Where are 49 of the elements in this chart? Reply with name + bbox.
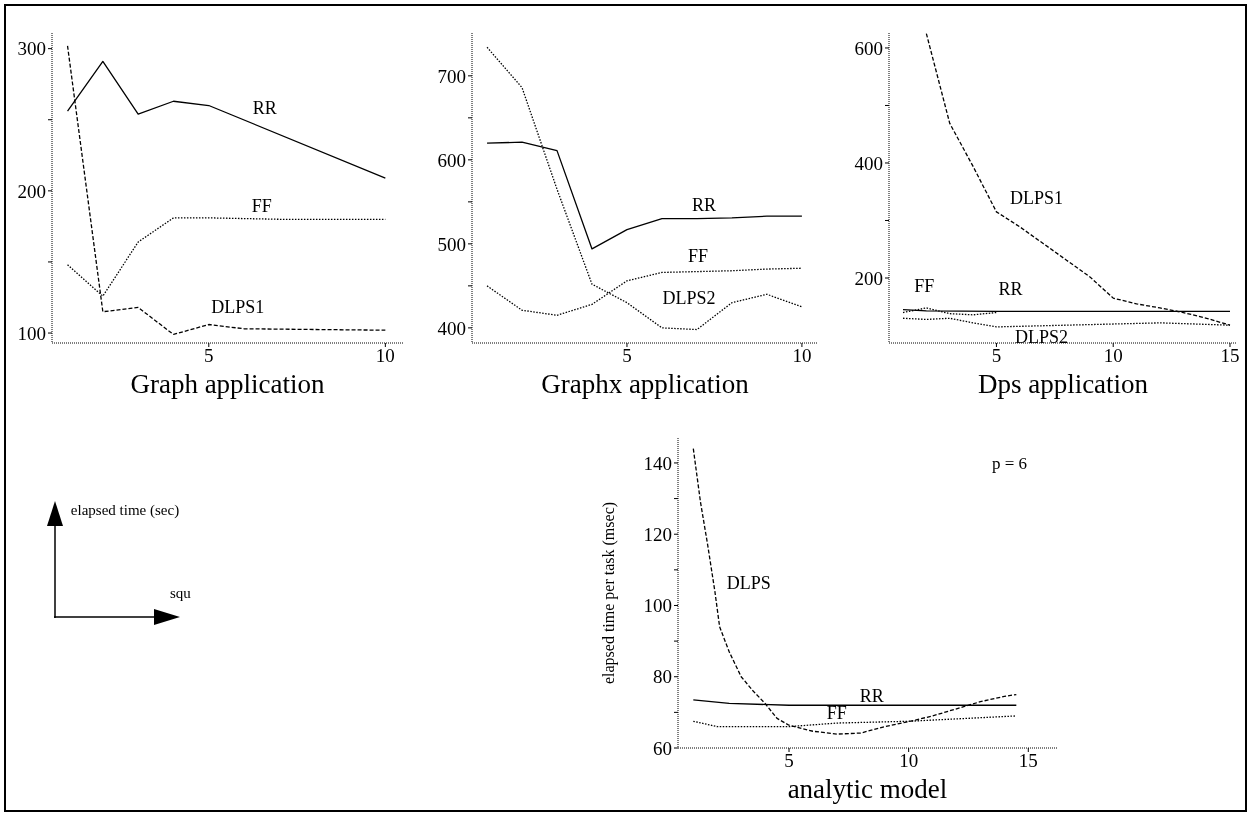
series-label: RR (691, 194, 716, 215)
y-tick-label: 300 (17, 38, 46, 60)
series-label: DLPS (726, 573, 771, 594)
series-label: DLPS1 (1009, 187, 1063, 208)
y-tick-label: 600 (437, 149, 466, 171)
y-tick-label: 200 (17, 180, 46, 202)
x-tick-label: 15 (1220, 345, 1240, 367)
annotation: p = 6 (991, 454, 1027, 474)
line-series (486, 46, 803, 331)
y-tick-label: 120 (643, 523, 672, 545)
text: elapsed time (sec) (70, 501, 180, 520)
series-label: DLPS2 (1014, 327, 1068, 348)
text: squ (170, 585, 191, 602)
x-tick-label: 10 (792, 345, 812, 367)
text: Graph application (129, 369, 326, 400)
series-label: DLPS2 (662, 287, 716, 308)
line-series (66, 45, 386, 336)
text: analytic model (786, 774, 949, 805)
x-tick-label: 15 (1018, 750, 1038, 772)
x-tick-label: 10 (899, 750, 919, 772)
text: Dps application (976, 369, 1150, 400)
series-label: FF (251, 195, 272, 216)
x-tick-label: 5 (991, 345, 1002, 367)
series-label: DLPS1 (211, 296, 265, 317)
series-label: FF (914, 276, 935, 297)
y-tick-label: 80 (653, 666, 672, 688)
x-tick-label: 5 (622, 345, 632, 367)
x-tick-label: 5 (784, 750, 794, 772)
y-tick-label: 700 (437, 65, 466, 87)
y-tick-label: 60 (653, 737, 672, 759)
y-tick-label: 100 (643, 595, 672, 617)
y-tick-label: 200 (854, 267, 883, 289)
text: Graphx application (540, 369, 750, 400)
y-tick-label: 500 (437, 233, 466, 255)
y-axis-title: elapsed time per task (msec) (600, 500, 619, 687)
x-tick-label: 10 (375, 345, 395, 367)
y-tick-label: 600 (854, 37, 883, 59)
y-tick-label: 400 (854, 152, 883, 174)
series-label: FF (687, 245, 708, 266)
y-tick-label: 100 (17, 322, 46, 344)
series-label: RR (998, 279, 1023, 300)
line-series (692, 448, 1017, 735)
x-tick-label: 5 (204, 345, 214, 367)
y-tick-label: 140 (643, 452, 672, 474)
series-label: RR (859, 686, 884, 707)
x-tick-label: 10 (1103, 345, 1123, 367)
series-label: RR (252, 97, 277, 118)
series-label: FF (826, 703, 847, 724)
y-tick-label: 400 (437, 317, 466, 339)
